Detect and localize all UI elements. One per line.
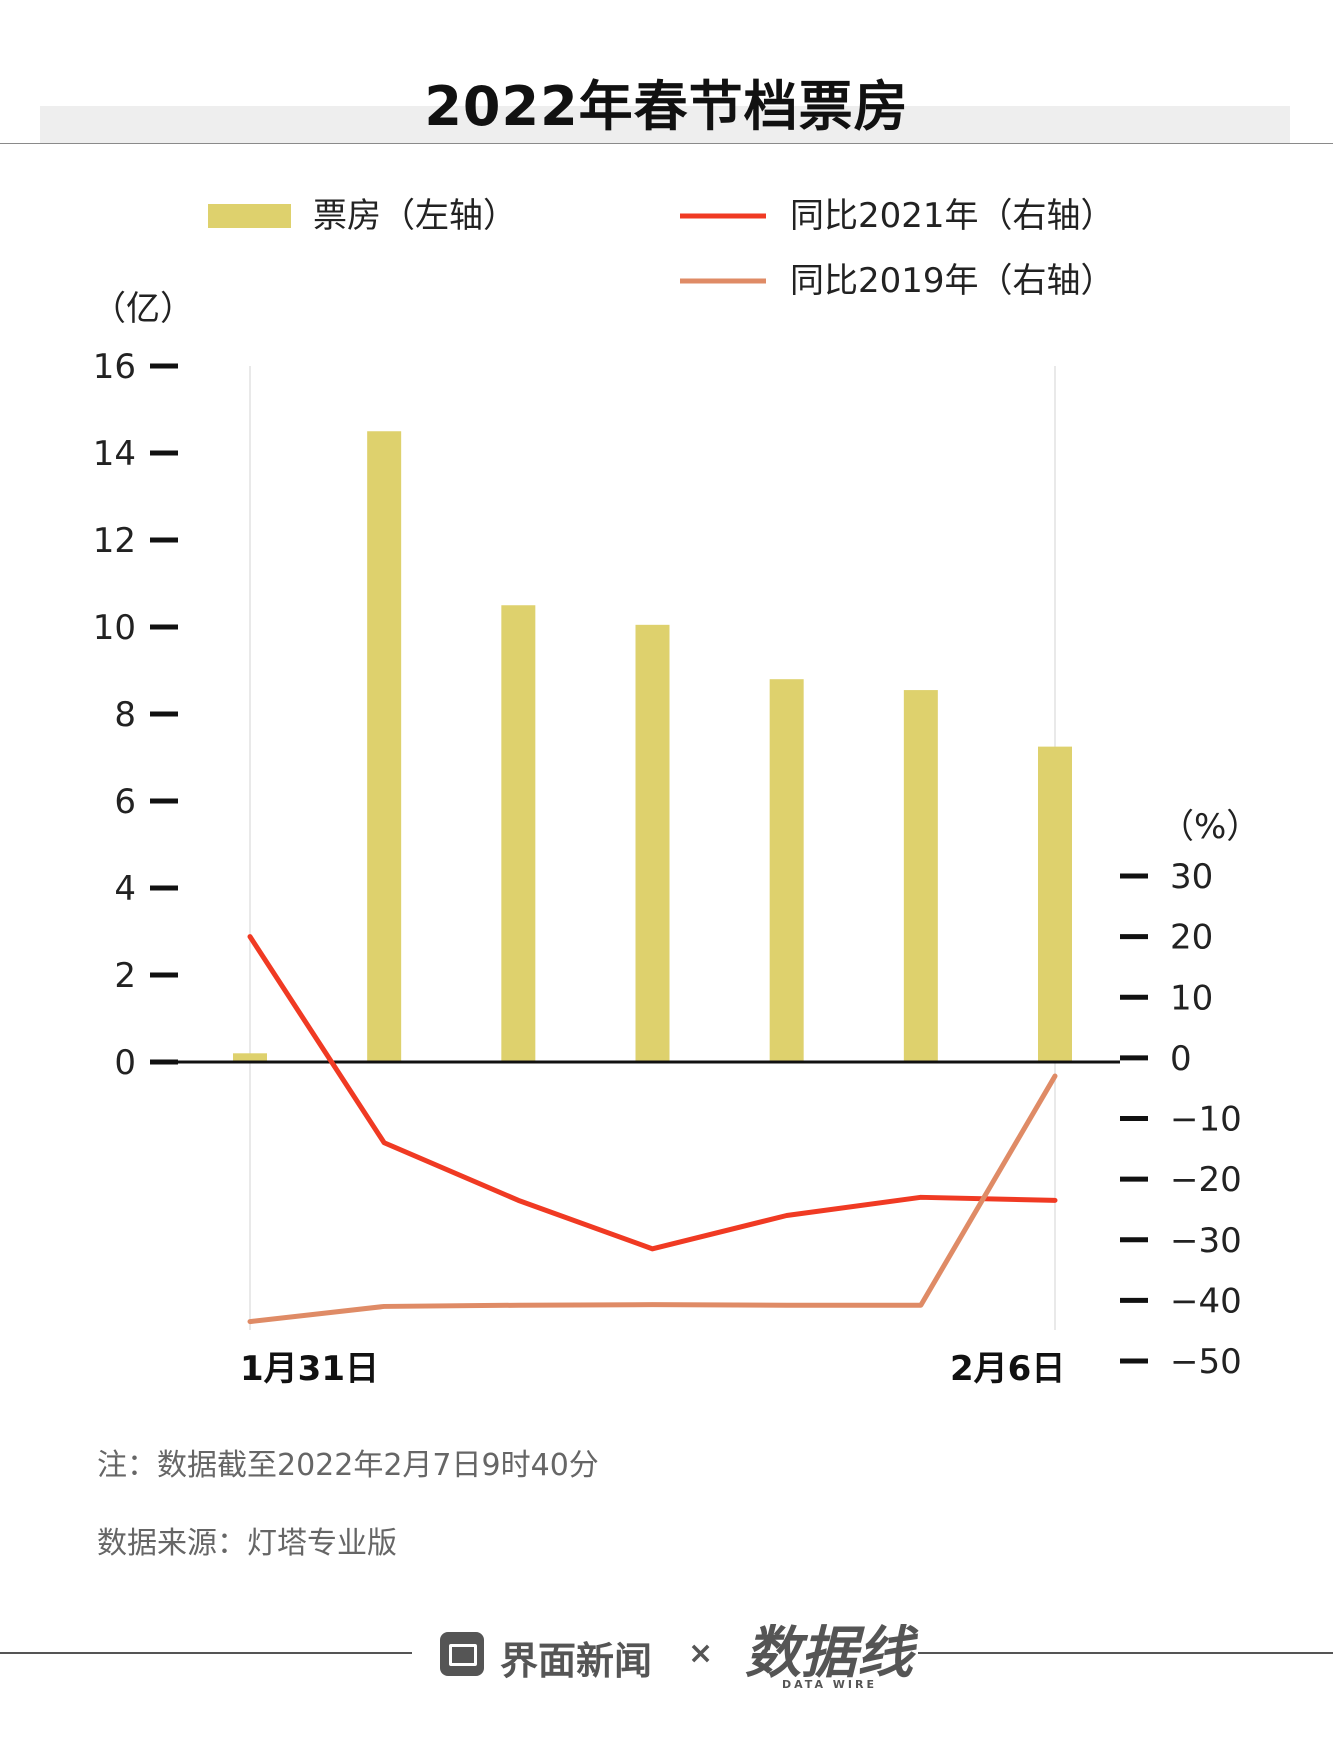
bar xyxy=(233,1053,267,1062)
left-axis-unit: （亿） xyxy=(92,289,194,329)
right-axis-tick-label: −20 xyxy=(1170,1160,1242,1200)
right-axis-tick-label: −10 xyxy=(1170,1100,1242,1140)
bar xyxy=(635,624,670,1062)
right-axis-tick-label: 10 xyxy=(1170,978,1213,1018)
data-note: 注：数据截至2022年2月7日9时40分 xyxy=(97,1448,599,1483)
title-band xyxy=(40,106,1290,144)
x-label-first: 1月31日 xyxy=(240,1349,379,1389)
left-axis-tick-label: 0 xyxy=(114,1043,136,1083)
right-axis-tick-label: −40 xyxy=(1170,1281,1242,1321)
left-axis-tick-label: 14 xyxy=(93,434,136,474)
footer-left-rule xyxy=(0,1652,412,1654)
left-axis-tick-label: 4 xyxy=(114,869,136,909)
legend-2019-label: 同比2019年（右轴） xyxy=(790,261,1115,301)
left-axis-tick-label: 16 xyxy=(93,347,136,387)
left-axis-tick-label: 10 xyxy=(93,608,136,648)
left-axis-tick-label: 12 xyxy=(93,521,136,561)
right-axis-unit: （%） xyxy=(1160,807,1260,847)
right-axis-tick-label: 20 xyxy=(1170,918,1213,958)
footer-right-rule xyxy=(918,1652,1333,1654)
legend-bar-swatch xyxy=(208,204,291,228)
bar xyxy=(501,605,536,1062)
series-line-1 xyxy=(247,1073,1058,1325)
data-source: 数据来源：灯塔专业版 xyxy=(97,1526,397,1561)
title-divider xyxy=(0,143,1333,144)
right-axis-tick-label: 30 xyxy=(1170,857,1213,897)
legend-2021-label: 同比2021年（右轴） xyxy=(790,196,1115,236)
footer-separator: × xyxy=(688,1636,714,1671)
bar xyxy=(1038,746,1072,1062)
series-line-0 xyxy=(247,934,1058,1252)
x-label-last: 2月6日 xyxy=(950,1349,1065,1389)
left-axis-tick-label: 8 xyxy=(114,695,136,735)
footer-brand: 界面新闻 xyxy=(500,1639,653,1683)
footer-partner-sub: DATA WIRE xyxy=(782,1678,877,1691)
right-axis-tick-label: −30 xyxy=(1170,1221,1242,1261)
legend: 票房（左轴） 同比2021年（右轴） 同比2019年（右轴） xyxy=(208,196,1115,301)
chart-title: 2022年春节档票房 xyxy=(424,75,909,138)
right-axis-tick-label: 0 xyxy=(1170,1039,1192,1079)
bar xyxy=(769,679,804,1062)
jiemian-logo-icon xyxy=(440,1632,484,1676)
footer-partner-logo: 数据线 xyxy=(745,1621,913,1686)
legend-bar-label: 票房（左轴） xyxy=(313,196,517,236)
right-axis-tick-label: −50 xyxy=(1170,1342,1242,1382)
box-office-chart: 票房（左轴） 同比2021年（右轴） 同比2019年（右轴） （亿） （%） 0… xyxy=(92,196,1260,1389)
bar xyxy=(367,431,402,1062)
bar xyxy=(903,690,938,1062)
plot-area: 0 2 4 6 8 10 12 14 16 30 20 10 0 −10 −20 −30 −40 −50 xyxy=(93,347,1242,1382)
left-axis-tick-label: 6 xyxy=(114,782,136,822)
left-axis-tick-label: 2 xyxy=(114,956,136,996)
